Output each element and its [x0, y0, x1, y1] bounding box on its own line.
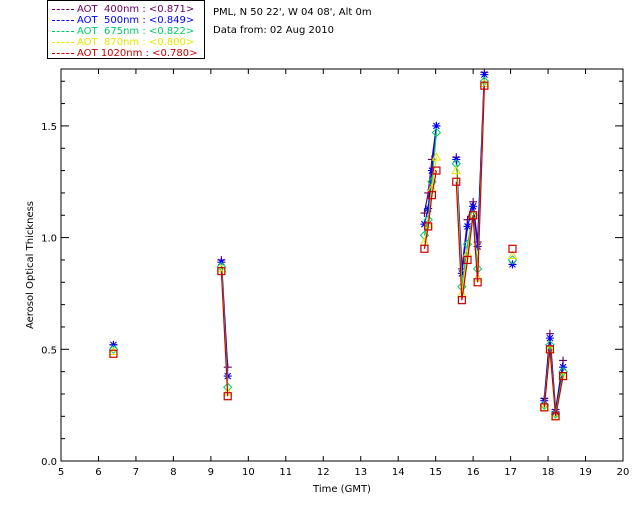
legend-swatch-icon — [52, 41, 74, 43]
data-point — [217, 267, 226, 276]
legend-swatch-icon — [52, 19, 74, 21]
series-line — [220, 271, 229, 397]
data-point — [432, 121, 441, 130]
series-3 — [108, 78, 568, 420]
data-point — [424, 204, 433, 213]
legend-entry-500nm: AOT 500nm : <0.849> — [52, 16, 194, 26]
legend-swatch-icon — [52, 8, 74, 10]
x-tick-label: 12 — [317, 467, 330, 478]
x-tick-label: 16 — [467, 467, 480, 478]
series-line — [455, 85, 485, 301]
station-info: PML, N 50 22', W 04 08', Alt 0m — [213, 7, 372, 18]
legend-label: AOT 870nm : <0.800> — [77, 37, 195, 48]
data-point — [508, 244, 517, 253]
data-point — [473, 278, 482, 287]
legend-entry-400nm: AOT 400nm : <0.871> — [52, 5, 194, 15]
data-point — [463, 215, 472, 224]
axes: 5 6 7 8 9 10 11 12 13 14 15 16 17 18 19 20 0.0 0.5 1.0 1.5 — [41, 69, 629, 478]
data-point — [452, 177, 461, 186]
legend-swatch-icon — [52, 52, 74, 54]
legend-entry-870nm: AOT 870nm : <0.800> — [52, 38, 194, 48]
data-point — [427, 166, 436, 175]
data-point — [109, 349, 118, 358]
x-tick-label: 13 — [354, 467, 367, 478]
data-point — [431, 152, 442, 161]
x-tick-label: 19 — [579, 467, 592, 478]
data-point — [473, 242, 482, 251]
data-point — [432, 166, 441, 175]
data-point — [427, 155, 436, 164]
x-tick-label: 18 — [542, 467, 555, 478]
x-tick-label: 10 — [242, 467, 255, 478]
series-line — [423, 125, 437, 225]
plot-frame — [60, 68, 624, 462]
legend-swatch-icon — [52, 30, 74, 32]
data-point — [463, 255, 472, 265]
data-point — [451, 165, 462, 175]
y-tick-label: 1.0 — [41, 234, 57, 245]
data-point — [469, 202, 478, 211]
data-point — [427, 191, 437, 200]
x-tick-label: 6 — [95, 467, 101, 478]
series-layer — [108, 68, 568, 421]
x-tick-label: 5 — [58, 467, 64, 478]
x-tick-label: 9 — [208, 467, 214, 478]
data-point — [559, 356, 568, 365]
data-point — [108, 346, 119, 356]
data-point — [223, 372, 232, 381]
data-point — [223, 392, 232, 401]
series-2 — [108, 76, 568, 419]
x-tick-label: 7 — [133, 467, 139, 478]
legend-entry-675nm: AOT 675nm : <0.822> — [52, 27, 194, 37]
data-point — [545, 340, 555, 350]
data-point — [545, 334, 554, 343]
data-point — [545, 345, 555, 354]
legend-label: AOT 500nm : <0.849> — [77, 15, 195, 26]
y-tick-label: 0.5 — [41, 345, 57, 356]
legend: AOT 400nm : <0.871> AOT 500nm : <0.849> … — [47, 0, 205, 59]
data-point — [507, 250, 518, 259]
data-point — [431, 127, 442, 138]
x-tick-label: 15 — [429, 467, 442, 478]
legend-label: AOT 1020nm : <0.780> — [77, 48, 198, 59]
data-point — [424, 222, 433, 231]
legend-label: AOT 400nm : <0.871> — [77, 4, 195, 15]
x-tick-label: 11 — [279, 467, 292, 478]
data-point — [558, 366, 568, 377]
data-point — [480, 81, 489, 90]
data-point — [558, 372, 568, 381]
legend-label: AOT 675nm : <0.822> — [77, 26, 195, 37]
x-axis-label: Time (GMT) — [312, 484, 371, 495]
series-4 — [109, 81, 568, 421]
series-line — [423, 170, 437, 249]
data-point — [457, 296, 466, 305]
data-point — [540, 403, 549, 412]
data-point — [420, 244, 429, 253]
data-point — [108, 344, 119, 355]
y-tick-label: 0.0 — [41, 457, 57, 468]
x-tick-label: 14 — [392, 467, 405, 478]
data-point — [463, 222, 472, 231]
legend-entry-1020nm: AOT 1020nm : <0.780> — [52, 49, 197, 59]
data-point — [457, 269, 466, 278]
series-line — [543, 349, 564, 417]
x-tick-label: 20 — [617, 467, 630, 478]
y-axis-label: Aerosol Optical Thickness — [25, 201, 36, 329]
data-point — [480, 70, 489, 79]
data-point — [551, 412, 560, 421]
date-info: Data from: 02 Aug 2010 — [213, 25, 334, 36]
x-tick-label: 17 — [504, 467, 517, 478]
data-point — [451, 159, 461, 169]
series-1 — [109, 70, 568, 416]
series-0 — [109, 68, 568, 414]
data-point — [469, 211, 478, 220]
x-tick-label: 8 — [170, 467, 176, 478]
y-tick-label: 1.5 — [41, 122, 57, 133]
